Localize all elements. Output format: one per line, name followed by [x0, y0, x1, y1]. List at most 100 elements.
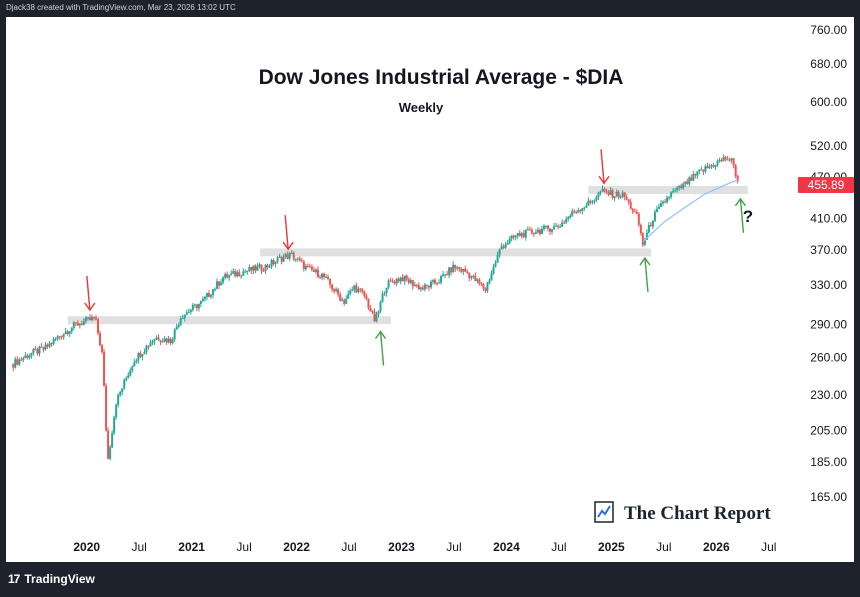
candle-body [339, 294, 342, 301]
candle-body [567, 217, 570, 220]
candle-body [591, 201, 594, 203]
candle-body [157, 337, 160, 341]
candle-body [345, 298, 348, 304]
candle-body [171, 339, 174, 344]
candle-body [512, 235, 515, 238]
candle-body [643, 239, 646, 245]
candle-body [20, 359, 23, 361]
candle-body [561, 222, 564, 227]
candle-body [514, 235, 517, 238]
candle-body [159, 340, 162, 343]
candle-body [286, 254, 289, 259]
candle-body [216, 281, 219, 289]
candle-body [155, 337, 158, 339]
candle-body [405, 275, 408, 280]
candle-body [276, 257, 279, 262]
candle-body [438, 282, 441, 284]
candle-body [177, 324, 180, 327]
candle-body [296, 258, 299, 260]
candle-body [125, 378, 128, 380]
candle-body [294, 259, 297, 261]
x-axis[interactable]: 2020 Jul 2021 Jul 2022 Jul 2023 Jul 2024 Jul 2025 J… [73, 540, 776, 554]
candle-body [532, 233, 535, 235]
candle-body [657, 206, 660, 209]
candle-body [66, 331, 69, 334]
candle-body [482, 284, 485, 289]
candle-body [429, 281, 432, 288]
candle-body [613, 196, 616, 198]
candle-body [327, 276, 330, 279]
y-axis[interactable]: 760.00680.00600.00520.00470.00410.00370.… [810, 23, 847, 504]
candle-body [97, 319, 100, 334]
candle-body [510, 235, 513, 239]
candle-body [431, 280, 434, 282]
candle-body [143, 351, 146, 355]
candle-body [674, 190, 677, 192]
candle-body [718, 159, 721, 162]
candle-body [637, 213, 640, 225]
candle-body [185, 312, 188, 315]
candle-body [668, 196, 671, 198]
candle-body [207, 293, 210, 297]
candle-body [468, 272, 471, 278]
y-tick-label: 600.00 [810, 95, 847, 109]
candle-body [22, 357, 25, 360]
candle-body [377, 311, 380, 315]
candle-body [655, 208, 658, 212]
candle-body [300, 260, 303, 262]
candle-body [664, 201, 667, 203]
candle-body [623, 192, 626, 198]
candle-body [373, 311, 376, 322]
candle-body [621, 192, 624, 197]
candle-body [423, 284, 426, 290]
candle-body [197, 303, 200, 309]
candle-body [593, 200, 596, 202]
candle-body [450, 267, 453, 273]
candle-body [290, 252, 293, 254]
candle-body [355, 285, 358, 293]
candle-body [82, 321, 85, 325]
candle-body [633, 211, 636, 213]
candle-body [62, 334, 65, 338]
candle-body [201, 298, 204, 302]
candle-body [48, 343, 51, 347]
candle-body [266, 264, 269, 268]
chart-subtitle: Weekly [399, 100, 444, 115]
y-tick-label: 290.00 [810, 317, 847, 331]
x-tick-label: 2022 [283, 540, 310, 554]
candle-body [464, 268, 467, 272]
candle-body [649, 225, 652, 227]
tradingview-brand-text: TradingView [24, 572, 95, 586]
candle-body [316, 269, 319, 278]
candle-body [40, 346, 43, 348]
candle-body [442, 274, 445, 277]
candle-body [411, 280, 414, 287]
candle-body [724, 157, 727, 160]
candle-body [518, 233, 521, 237]
candle-body [555, 225, 558, 227]
candle-body [193, 304, 196, 306]
candle-body [722, 157, 725, 161]
candle-body [534, 232, 537, 234]
candle-body [393, 282, 396, 284]
candle-body [563, 222, 566, 224]
candle-body [72, 322, 75, 328]
candle-body [551, 229, 554, 232]
candle-body [32, 349, 35, 354]
candle-body [323, 273, 326, 278]
candle-body [173, 329, 176, 340]
candle-body [26, 355, 29, 358]
candle-body [415, 284, 418, 286]
candle-body [569, 215, 572, 218]
candle-body [252, 265, 255, 271]
candle-body [236, 272, 239, 277]
candle-body [103, 351, 106, 386]
candle-body [492, 266, 495, 274]
candle-body [335, 289, 338, 292]
tradingview-logo[interactable]: 17 TradingView [8, 572, 95, 586]
candle-body [383, 293, 386, 295]
tradingview-mark-icon: 17 [8, 572, 20, 586]
y-tick-label: 410.00 [810, 212, 847, 226]
red-arrow-head-1 [282, 241, 294, 251]
